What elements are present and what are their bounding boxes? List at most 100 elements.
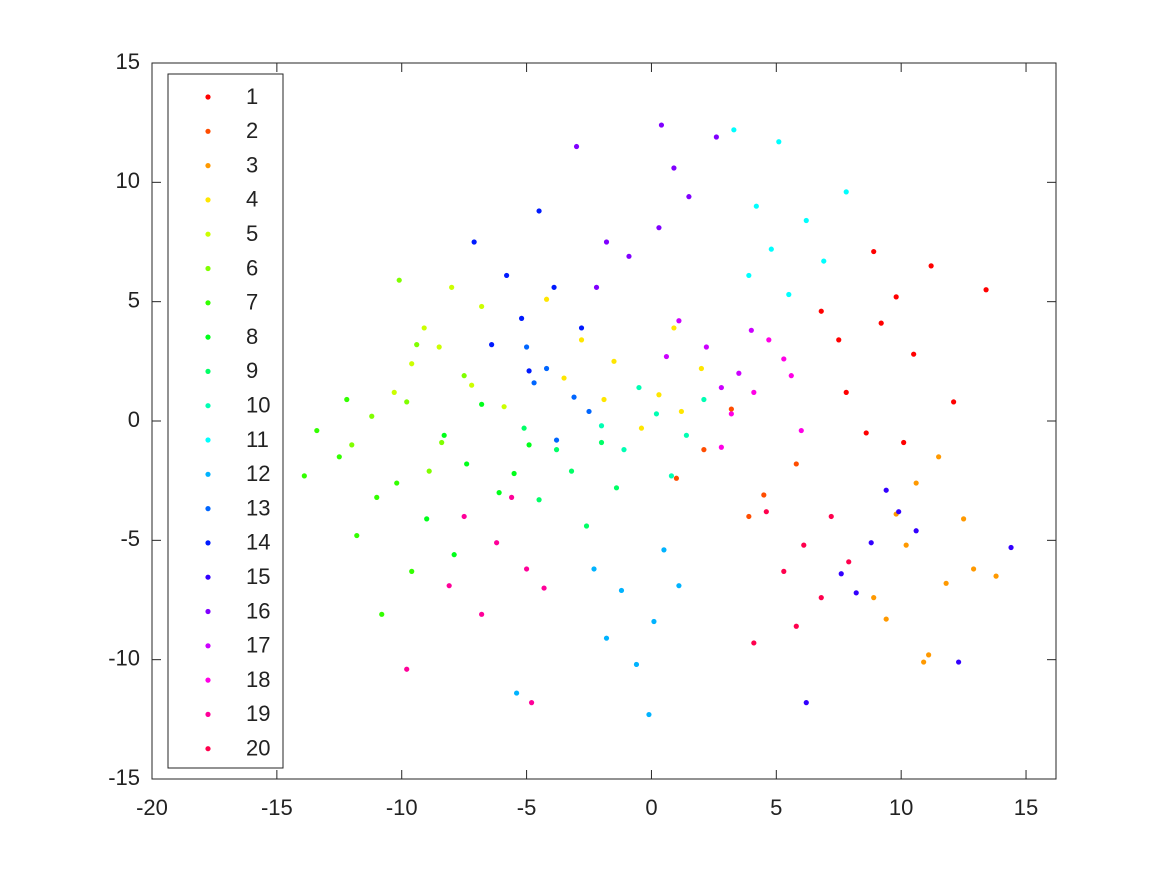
point xyxy=(653,411,660,417)
legend-marker xyxy=(205,403,211,409)
point xyxy=(801,542,807,548)
point xyxy=(603,239,610,245)
point xyxy=(893,294,899,300)
point xyxy=(763,509,769,515)
point xyxy=(618,587,625,594)
y-tick-label: -5 xyxy=(120,526,140,551)
point xyxy=(728,406,734,412)
legend-marker xyxy=(205,231,211,237)
x-tick-label: 15 xyxy=(1014,795,1038,820)
point xyxy=(633,661,640,668)
point xyxy=(683,432,690,438)
legend-label: 2 xyxy=(246,118,258,143)
point xyxy=(921,659,927,665)
legend-marker xyxy=(205,746,211,752)
point xyxy=(698,365,704,372)
legend-marker xyxy=(205,368,211,374)
point xyxy=(379,611,385,617)
point xyxy=(601,396,607,403)
point xyxy=(901,439,907,446)
point xyxy=(511,470,517,477)
point xyxy=(671,325,677,331)
point xyxy=(451,552,457,558)
legend-marker xyxy=(205,608,211,615)
point xyxy=(583,523,590,529)
point xyxy=(571,394,577,400)
legend-label: 1 xyxy=(246,84,258,109)
point xyxy=(636,384,642,391)
point xyxy=(404,399,410,405)
point xyxy=(479,401,485,407)
point xyxy=(788,373,794,379)
point xyxy=(496,490,502,496)
x-tick-label: 10 xyxy=(889,795,913,820)
point xyxy=(349,442,355,448)
y-tick-label: -10 xyxy=(108,645,140,670)
point xyxy=(479,611,485,617)
legend-label: 11 xyxy=(246,427,269,452)
point xyxy=(621,447,627,453)
point xyxy=(793,623,799,629)
point xyxy=(1008,544,1014,551)
point xyxy=(561,375,567,381)
legend-label: 15 xyxy=(246,564,270,589)
point xyxy=(993,573,999,579)
legend-marker xyxy=(205,437,211,443)
point xyxy=(983,287,989,293)
point xyxy=(786,291,792,298)
legend-label: 18 xyxy=(246,667,270,692)
point xyxy=(543,296,550,302)
point xyxy=(961,516,967,522)
point xyxy=(661,547,667,553)
point xyxy=(883,616,889,622)
point xyxy=(391,389,397,395)
point xyxy=(409,568,415,574)
point xyxy=(903,542,909,548)
legend-marker xyxy=(205,677,211,683)
point xyxy=(871,248,877,255)
point xyxy=(656,225,662,231)
point xyxy=(803,217,809,224)
point xyxy=(678,408,685,415)
point xyxy=(676,318,682,324)
point xyxy=(471,239,477,245)
point xyxy=(449,284,455,290)
y-tick-label: 5 xyxy=(128,287,140,312)
point xyxy=(573,143,580,150)
point xyxy=(798,427,804,434)
point xyxy=(369,413,375,419)
y-tick-label: -15 xyxy=(108,765,140,790)
legend-marker xyxy=(205,197,211,203)
point xyxy=(469,382,475,388)
point xyxy=(591,566,597,572)
point xyxy=(426,468,432,474)
legend-label: 6 xyxy=(246,255,258,280)
point xyxy=(843,389,849,395)
legend-marker xyxy=(205,163,211,169)
point xyxy=(868,540,874,546)
point xyxy=(668,473,675,479)
point xyxy=(638,425,645,431)
point xyxy=(439,439,445,446)
point xyxy=(414,342,420,348)
point xyxy=(656,392,662,398)
point xyxy=(781,568,787,574)
point xyxy=(853,590,859,596)
point xyxy=(718,384,724,391)
legend-label: 16 xyxy=(246,598,270,623)
point xyxy=(396,277,402,283)
legend-label: 9 xyxy=(246,358,258,383)
point xyxy=(461,373,467,379)
point xyxy=(913,528,919,534)
point xyxy=(686,194,692,200)
point xyxy=(818,308,824,314)
point xyxy=(836,337,842,343)
point xyxy=(803,700,809,706)
point xyxy=(751,640,757,646)
point xyxy=(536,497,542,503)
point xyxy=(673,475,680,481)
legend-label: 17 xyxy=(246,633,270,658)
point xyxy=(701,447,707,453)
point xyxy=(578,325,585,331)
